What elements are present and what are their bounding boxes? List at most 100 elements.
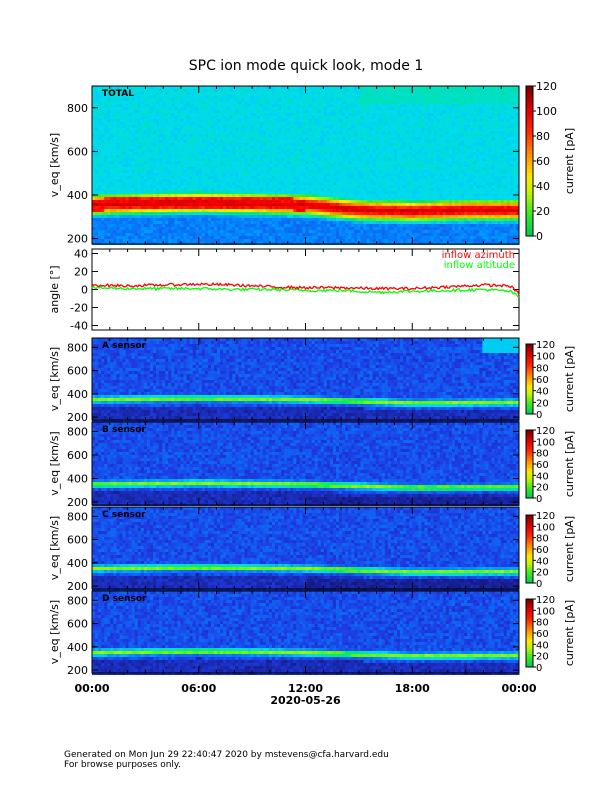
heatmap-cell	[150, 110, 153, 113]
heatmap-cell	[196, 110, 199, 113]
heatmap-cell	[156, 173, 159, 176]
heatmap-cell	[116, 233, 119, 236]
heatmap-cell	[309, 218, 312, 221]
heatmap-cell	[354, 101, 357, 104]
heatmap-cell	[171, 92, 174, 95]
heatmap-cell	[156, 140, 159, 143]
heatmap-cell	[312, 167, 315, 170]
heatmap-cell	[373, 122, 376, 125]
heatmap-cell	[232, 143, 235, 146]
heatmap-cell	[162, 203, 165, 206]
heatmap-cell	[180, 98, 183, 101]
heatmap-cell	[159, 167, 162, 170]
heatmap-cell	[132, 164, 135, 167]
heatmap-cell	[339, 95, 342, 98]
heatmap-cell	[162, 113, 165, 116]
heatmap-cell	[92, 137, 95, 140]
heatmap-cell	[290, 209, 293, 212]
heatmap-cell	[217, 206, 220, 209]
heatmap-cell	[229, 176, 232, 179]
heatmap-cell	[299, 110, 302, 113]
heatmap-cell	[135, 119, 138, 122]
heatmap-cell	[373, 140, 376, 143]
heatmap-cell	[245, 152, 248, 155]
heatmap-cell	[336, 92, 339, 95]
heatmap-cell	[101, 206, 104, 209]
heatmap-cell	[287, 110, 290, 113]
heatmap-cell	[345, 188, 348, 191]
heatmap-cell	[92, 176, 95, 179]
heatmap-cell	[162, 125, 165, 128]
heatmap-cell	[95, 188, 98, 191]
heatmap-cell	[266, 218, 269, 221]
heatmap-cell	[95, 176, 98, 179]
heatmap-cell	[147, 98, 150, 101]
heatmap-cell	[223, 239, 226, 242]
heatmap-cell	[229, 140, 232, 143]
heatmap-cell	[171, 155, 174, 158]
heatmap-cell	[211, 104, 214, 107]
heatmap-cell	[333, 191, 336, 194]
heatmap-cell	[241, 149, 244, 152]
heatmap-cell	[330, 191, 333, 194]
heatmap-cell	[104, 137, 107, 140]
heatmap-cell	[220, 221, 223, 224]
heatmap-cell	[171, 98, 174, 101]
heatmap-cell	[278, 137, 281, 140]
heatmap-cell	[199, 131, 202, 134]
heatmap-cell	[199, 98, 202, 101]
heatmap-cell	[370, 197, 373, 200]
heatmap-cell	[199, 134, 202, 137]
heatmap-cell	[211, 110, 214, 113]
heatmap-cell	[284, 200, 287, 203]
heatmap-cell	[269, 95, 272, 98]
heatmap-cell	[260, 173, 263, 176]
heatmap-cell	[357, 233, 360, 236]
heatmap-cell	[153, 116, 156, 119]
heatmap-cell	[238, 197, 241, 200]
heatmap-cell	[177, 146, 180, 149]
heatmap-cell	[190, 161, 193, 164]
heatmap-cell	[241, 182, 244, 185]
heatmap-cell	[144, 233, 147, 236]
heatmap-cell	[333, 179, 336, 182]
heatmap-cell	[223, 128, 226, 131]
heatmap-cell	[238, 104, 241, 107]
heatmap-cell	[208, 215, 211, 218]
heatmap-cell	[379, 89, 382, 92]
heatmap-cell	[287, 188, 290, 191]
heatmap-cell	[211, 218, 214, 221]
heatmap-cell	[92, 179, 95, 182]
heatmap-cell	[232, 119, 235, 122]
heatmap-cell	[116, 122, 119, 125]
heatmap-cell	[116, 170, 119, 173]
heatmap-cell	[217, 191, 220, 194]
heatmap-cell	[248, 221, 251, 224]
heatmap-cell	[296, 167, 299, 170]
heatmap-cell	[379, 113, 382, 116]
heatmap-cell	[360, 131, 363, 134]
heatmap-cell	[116, 218, 119, 221]
heatmap-cell	[241, 98, 244, 101]
heatmap-cell	[309, 167, 312, 170]
heatmap-cell	[135, 104, 138, 107]
heatmap-cell	[150, 128, 153, 131]
heatmap-cell	[110, 200, 113, 203]
heatmap-cell	[266, 92, 269, 95]
heatmap-cell	[251, 233, 254, 236]
heatmap-cell	[370, 110, 373, 113]
heatmap-cell	[370, 122, 373, 125]
heatmap-cell	[367, 188, 370, 191]
heatmap-cell	[217, 101, 220, 104]
heatmap-cell	[354, 197, 357, 200]
heatmap-cell	[165, 236, 168, 239]
heatmap-cell	[220, 230, 223, 233]
heatmap-cell	[251, 203, 254, 206]
heatmap-cell	[296, 89, 299, 92]
heatmap-cell	[293, 194, 296, 197]
heatmap-cell	[330, 149, 333, 152]
heatmap-cell	[266, 188, 269, 191]
heatmap-cell	[138, 206, 141, 209]
heatmap-cell	[257, 149, 260, 152]
heatmap-cell	[357, 140, 360, 143]
